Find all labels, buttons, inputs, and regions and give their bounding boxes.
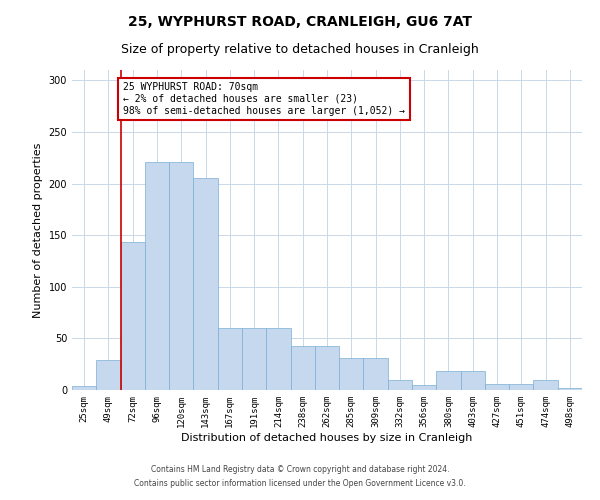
Bar — [533, 380, 558, 390]
Bar — [145, 162, 169, 390]
Bar — [339, 358, 364, 390]
Bar — [242, 328, 266, 390]
Bar — [388, 380, 412, 390]
Bar — [290, 346, 315, 390]
Bar — [72, 386, 96, 390]
Text: Contains HM Land Registry data © Crown copyright and database right 2024.
Contai: Contains HM Land Registry data © Crown c… — [134, 466, 466, 487]
Bar — [509, 384, 533, 390]
Text: 25, WYPHURST ROAD, CRANLEIGH, GU6 7AT: 25, WYPHURST ROAD, CRANLEIGH, GU6 7AT — [128, 15, 472, 29]
Bar — [266, 328, 290, 390]
Bar — [364, 358, 388, 390]
Bar — [558, 388, 582, 390]
X-axis label: Distribution of detached houses by size in Cranleigh: Distribution of detached houses by size … — [181, 432, 473, 442]
Bar — [436, 372, 461, 390]
Text: Size of property relative to detached houses in Cranleigh: Size of property relative to detached ho… — [121, 42, 479, 56]
Bar — [96, 360, 121, 390]
Bar — [412, 385, 436, 390]
Bar — [218, 328, 242, 390]
Bar — [315, 346, 339, 390]
Bar — [121, 242, 145, 390]
Bar — [461, 372, 485, 390]
Bar — [193, 178, 218, 390]
Y-axis label: Number of detached properties: Number of detached properties — [33, 142, 43, 318]
Bar — [169, 162, 193, 390]
Text: 25 WYPHURST ROAD: 70sqm
← 2% of detached houses are smaller (23)
98% of semi-det: 25 WYPHURST ROAD: 70sqm ← 2% of detached… — [123, 82, 405, 116]
Bar — [485, 384, 509, 390]
